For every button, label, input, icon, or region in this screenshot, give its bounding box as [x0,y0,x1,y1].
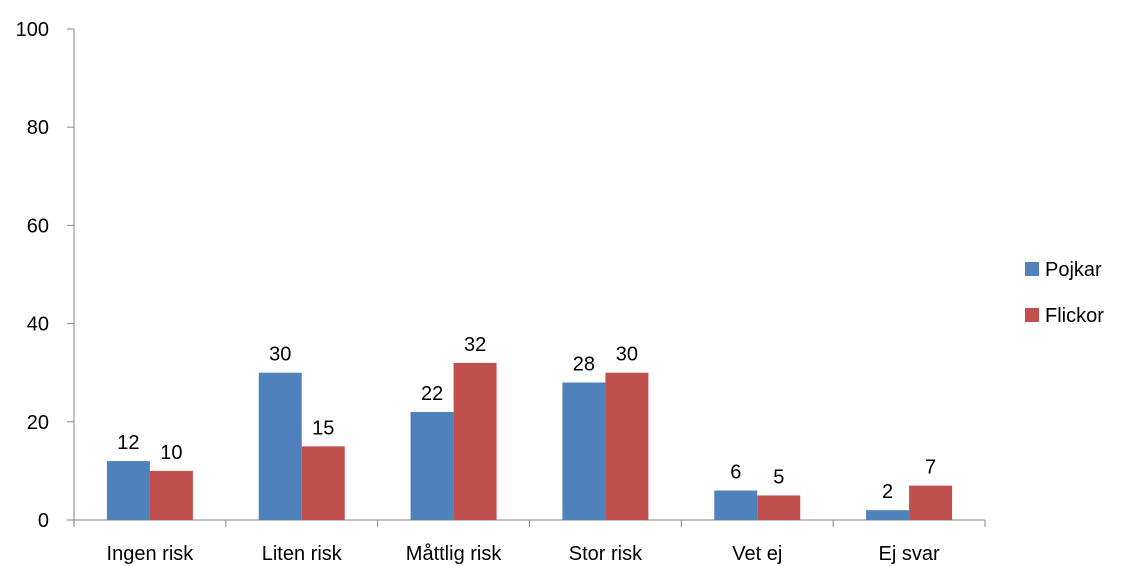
bar-pojkar-2 [410,411,454,520]
bar-flickor-5 [909,485,953,520]
bar-flickor-1 [301,446,345,520]
data-label: 30 [269,344,291,366]
data-label: 12 [117,432,139,454]
x-axis: Ingen risk Liten risk Måttlig risk Stor ris… [73,519,986,565]
x-category-label: Ej svar [879,543,940,565]
legend-label-pojkar: Pojkar [1045,259,1102,281]
legend-swatch-flickor [1025,308,1039,322]
data-label: 32 [464,334,486,356]
x-category-label: Vet ej [732,543,782,565]
x-category-label: Liten risk [262,543,343,565]
y-tick-label: 100 [16,19,49,41]
y-tick-label: 0 [38,510,49,532]
bar-flickor-2 [453,362,497,520]
bar-flickor-3 [605,372,649,520]
data-label: 2 [882,481,893,503]
y-axis: 0 20 40 60 80 100 [16,19,75,532]
y-tick-label: 20 [27,412,49,434]
legend-swatch-pojkar [1025,262,1039,276]
bar-flickor-0 [149,470,193,520]
data-label: 6 [730,462,741,484]
data-label: 10 [160,442,182,464]
y-tick-label: 40 [27,314,49,336]
legend-label-flickor: Flickor [1045,305,1104,327]
x-category-label: Stor risk [569,543,643,565]
data-label: 30 [616,344,638,366]
x-category-label: Måttlig risk [406,543,503,565]
data-label: 22 [421,383,443,405]
bar-pojkar-4 [714,490,758,520]
data-label: 28 [573,354,595,376]
bar-pojkar-1 [258,372,302,520]
bar-pojkar-5 [866,510,910,520]
data-label: 7 [925,457,936,479]
y-tick-label: 60 [27,215,49,237]
legend: Pojkar Flickor [1025,259,1104,327]
data-label: 5 [773,466,784,488]
y-tick-label: 80 [27,117,49,139]
data-label: 15 [312,417,334,439]
bars [106,362,953,520]
x-category-label: Ingen risk [107,543,195,565]
bar-pojkar-0 [106,461,150,520]
bar-flickor-4 [757,495,801,520]
bar-pojkar-3 [562,382,606,520]
data-labels: 12 30 22 28 6 2 10 15 32 30 5 7 [117,334,936,503]
